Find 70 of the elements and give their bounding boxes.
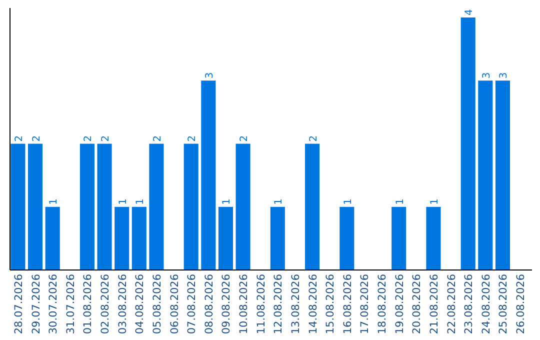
x-tick-label: 14.08.2026 [307, 274, 320, 334]
bar [218, 206, 233, 270]
x-tick-label: 30.07.2026 [48, 274, 60, 334]
x-tick-label: 21.08.2026 [428, 274, 440, 334]
data-label: 2 [308, 135, 320, 142]
x-tick-label: 15.08.2026 [324, 274, 337, 334]
x-tick-label: 17.08.2026 [359, 274, 372, 334]
x-tick-label: 25.08.2026 [498, 274, 510, 334]
data-label: 3 [498, 72, 510, 79]
bar [270, 206, 285, 270]
bar [80, 144, 94, 270]
data-label: 3 [204, 72, 216, 79]
data-label: 1 [222, 198, 233, 205]
data-label: 4 [464, 9, 476, 16]
bar [45, 206, 60, 270]
bar [97, 144, 112, 270]
x-tick-label: 28.07.2026 [12, 274, 25, 334]
x-tick-label: 07.08.2026 [186, 274, 198, 334]
x-tick-label: 03.08.2026 [116, 274, 129, 334]
x-tick-label: 16.08.2026 [342, 274, 354, 334]
bar [426, 206, 441, 270]
x-tick-label: 09.08.2026 [220, 274, 233, 334]
x-tick-label: 05.08.2026 [151, 274, 164, 334]
bar [495, 80, 510, 270]
data-label: 2 [152, 135, 164, 142]
bar [132, 206, 146, 270]
x-tick-label: 01.08.2026 [82, 274, 94, 334]
bar [460, 17, 476, 270]
bar [236, 144, 250, 270]
x-tick-label: 24.08.2026 [480, 274, 492, 334]
bar [184, 144, 198, 270]
x-tick-label: 08.08.2026 [203, 274, 216, 334]
x-tick-label: 02.08.2026 [100, 274, 112, 334]
x-tick-label: 13.08.2026 [290, 274, 302, 334]
x-tick-label: 12.08.2026 [272, 274, 285, 334]
x-tick-label: 04.08.2026 [134, 274, 146, 334]
x-tick-label: 22.08.2026 [446, 274, 458, 334]
x-tick-label: 23.08.2026 [463, 274, 476, 334]
x-tick-label: 20.08.2026 [411, 274, 424, 334]
x-tick-label: 31.07.2026 [64, 274, 77, 334]
bar [305, 144, 320, 270]
bar [201, 80, 216, 270]
bar [28, 144, 43, 270]
bar [10, 144, 26, 270]
data-label: 1 [135, 198, 146, 205]
bar [392, 206, 406, 270]
data-label: 1 [394, 198, 406, 205]
data-label: 1 [342, 198, 354, 205]
bar [114, 206, 130, 270]
x-tick-label: 10.08.2026 [238, 274, 250, 334]
data-label: 1 [48, 198, 60, 205]
x-tick-label: 06.08.2026 [168, 274, 181, 334]
x-tick-label: 29.07.2026 [30, 274, 42, 334]
data-label: 3 [481, 72, 492, 79]
data-label: 1 [274, 198, 285, 205]
data-label: 2 [14, 135, 25, 142]
bar [149, 144, 164, 270]
data-label: 2 [239, 135, 250, 142]
bar [478, 80, 493, 270]
data-label: 2 [100, 135, 112, 142]
x-tick-label: 11.08.2026 [255, 274, 268, 334]
data-label: 2 [83, 135, 94, 142]
data-label: 1 [118, 198, 129, 205]
x-tick-label: 18.08.2026 [376, 274, 389, 334]
bar [340, 206, 354, 270]
data-label: 1 [429, 198, 440, 205]
data-label: 2 [31, 135, 42, 142]
data-label: 2 [187, 135, 198, 142]
x-tick-label: 19.08.2026 [394, 274, 406, 334]
x-tick-label: 26.08.2026 [515, 274, 528, 334]
